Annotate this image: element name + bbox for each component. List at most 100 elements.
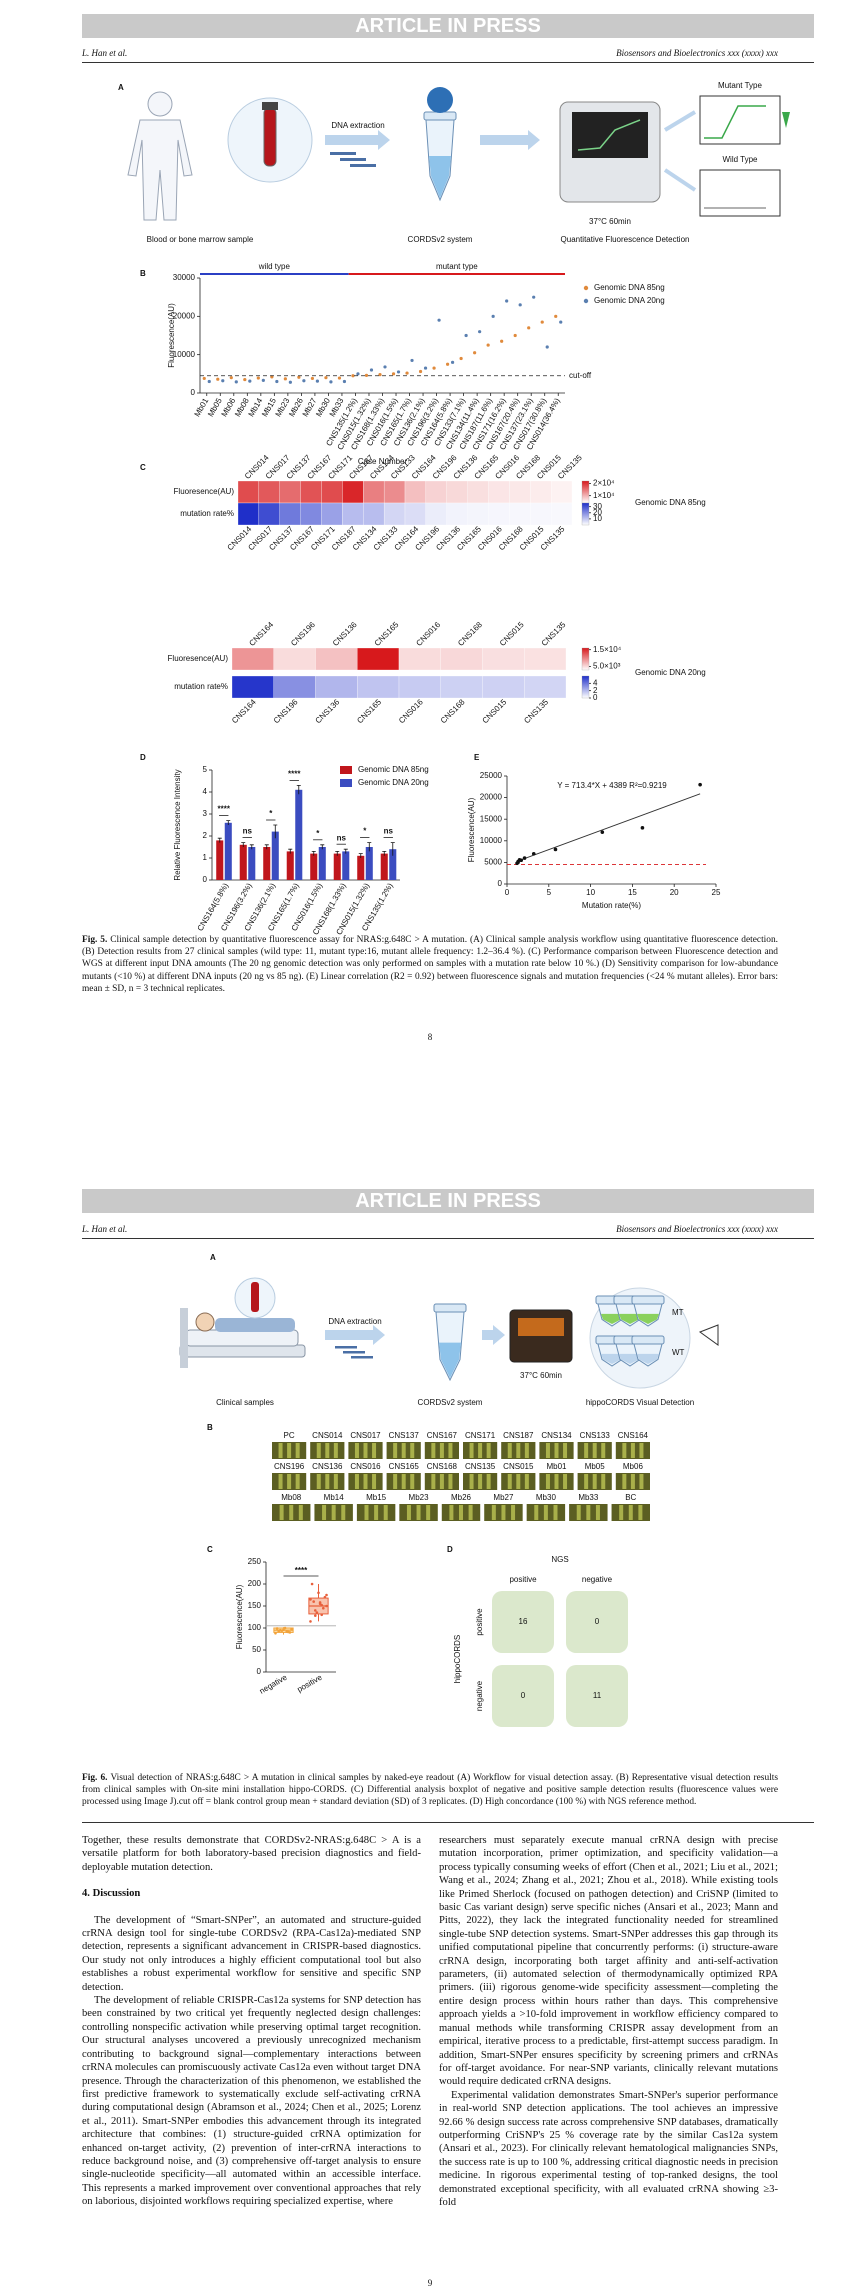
data-point: [313, 1614, 317, 1617]
heat-cell: [279, 502, 301, 526]
heat-cell: [383, 502, 406, 526]
data-point: [280, 1629, 284, 1632]
y-tick-label: 0: [257, 1667, 262, 1676]
tube-photo-tube: [416, 1505, 421, 1520]
tube-cap: [631, 1295, 665, 1305]
row-title: hippoCORDS: [453, 1635, 462, 1683]
significance: ****: [288, 770, 301, 779]
sample-label: CNS134: [541, 1431, 572, 1440]
error-bar: [226, 820, 231, 825]
panel-letter: B: [207, 1423, 213, 1432]
sample-label: Mb08: [281, 1493, 302, 1502]
heat-cell: [315, 675, 358, 699]
data-point: [554, 314, 558, 318]
tube-photo-tube: [469, 1474, 474, 1489]
dna-strand: [343, 1351, 365, 1354]
patient-head: [195, 1312, 215, 1332]
data-point: [423, 366, 428, 370]
sample-label: Genomic DNA 20ng: [635, 668, 706, 677]
tube-photo-tube: [524, 1443, 529, 1458]
y-tick-label: 1: [203, 853, 208, 862]
tube-liquid: [637, 1353, 659, 1364]
bed-headboard: [180, 1308, 188, 1368]
column-label: CNS136: [331, 620, 359, 648]
data-point: [290, 1628, 293, 1631]
right-column: researchers must separately execute manu…: [439, 1834, 778, 2209]
tube-photo-tube: [592, 1474, 597, 1489]
tube-photo-tube: [372, 1443, 377, 1458]
data-point: [519, 858, 524, 863]
data-point: [329, 380, 333, 384]
dna-strand: [330, 152, 356, 155]
significance: *: [269, 809, 273, 818]
tube-liquid: [429, 156, 451, 198]
row-label: Fluoresence(AU): [168, 654, 229, 663]
tube-photo-tube: [516, 1443, 521, 1458]
mini-device-slot: [518, 1318, 564, 1336]
panel-letter: A: [118, 83, 124, 92]
bar: [248, 847, 256, 880]
data-point: [640, 826, 645, 830]
colorbar: [581, 502, 590, 526]
flow-arrow: [480, 130, 540, 150]
cell-value: 11: [593, 1691, 602, 1700]
column-label: CNS196: [289, 620, 317, 648]
error-bar: [273, 824, 278, 839]
authors: L. Han et al.: [82, 48, 128, 58]
sample-label: Mb15: [366, 1493, 387, 1502]
dna-strand: [351, 1356, 373, 1359]
data-point: [383, 365, 387, 369]
data-point: [229, 376, 233, 380]
tube-photo-tube: [295, 1443, 300, 1458]
screen-curve: [577, 119, 641, 151]
data-point: [369, 368, 374, 372]
heat-cell: [231, 675, 274, 699]
heat-cell: [321, 502, 343, 526]
row-label: mutation rate%: [174, 682, 228, 691]
heat-cell: [509, 480, 531, 504]
caption: Fig. 6. Visual detection of NRAS:g.648C …: [82, 1772, 778, 1809]
data-point: [277, 1629, 280, 1633]
bar: [295, 789, 303, 880]
tube-photo-tube: [333, 1474, 338, 1489]
bar: [310, 853, 318, 880]
data-point: [559, 320, 563, 324]
blanket: [215, 1318, 295, 1332]
data-point: [432, 366, 436, 370]
mt-label: MT: [672, 1308, 684, 1317]
significance: ****: [295, 1566, 308, 1575]
tube-photo-tube: [439, 1443, 444, 1458]
colorbar-label: 2×10⁴: [593, 479, 615, 488]
tube-liquid: [439, 1342, 461, 1378]
x-axis-label: Case Number: [358, 457, 408, 466]
tube-cap: [433, 1303, 467, 1313]
sample-label: Genomic DNA 85ng: [635, 498, 706, 507]
column-label: negative: [582, 1575, 613, 1584]
tube-photo-tube: [401, 1443, 406, 1458]
mutant-curve: [704, 105, 766, 139]
tube-photo-tube: [439, 1474, 444, 1489]
data-point: [283, 377, 287, 381]
heat-cell: [300, 502, 322, 526]
heat-cell: [342, 502, 364, 526]
sample-label: Mb33: [578, 1493, 599, 1502]
heat-cell: [467, 502, 489, 526]
legend-swatch: [340, 766, 352, 774]
legend-label: Genomic DNA 85ng: [358, 765, 429, 774]
heat-cell: [425, 502, 447, 526]
x-tick-label: 5: [547, 888, 552, 897]
sample-label: CNS014: [312, 1431, 343, 1440]
sample-label: CNS137: [389, 1431, 420, 1440]
tube-photo-tube: [534, 1505, 539, 1520]
tube-photo-tube: [491, 1505, 496, 1520]
x-tick-label: 20: [670, 888, 679, 897]
error-bar: [217, 837, 222, 843]
paragraph: Experimental validation demonstrates Sma…: [439, 2089, 778, 2208]
data-point: [221, 379, 225, 383]
panel-letter: E: [474, 753, 480, 762]
data-point: [287, 1630, 290, 1634]
data-point: [288, 380, 292, 384]
heat-cell: [231, 647, 274, 671]
significance: ****: [218, 805, 231, 814]
sample-label: Mb05: [585, 1462, 606, 1471]
